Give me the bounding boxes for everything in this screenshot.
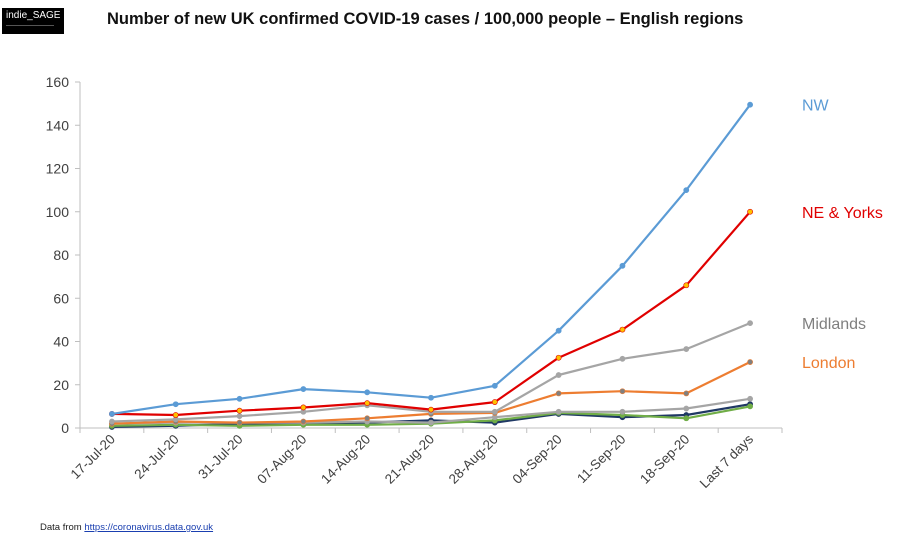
data-point (428, 394, 434, 401)
data-point (619, 262, 626, 269)
chart-title: Number of new UK confirmed COVID-19 case… (107, 10, 744, 28)
data-point (300, 386, 307, 392)
data-point (555, 372, 562, 378)
x-tick-label: 21-Aug-20 (382, 432, 437, 487)
data-point (683, 405, 690, 412)
data-point (747, 395, 753, 402)
x-tick-label: 07-Aug-20 (254, 432, 309, 487)
data-point (364, 389, 371, 396)
series-label: Midlands (802, 316, 866, 333)
data-point (619, 326, 626, 333)
y-tick-label: 80 (53, 247, 69, 263)
y-tick-label: 20 (53, 377, 69, 393)
series-label: NW (802, 98, 830, 115)
data-point (619, 388, 626, 395)
data-point (491, 399, 498, 405)
y-tick-label: 140 (46, 117, 70, 133)
data-point (491, 382, 498, 389)
data-point (555, 408, 562, 415)
data-point (236, 407, 243, 414)
y-tick-label: 160 (46, 74, 70, 90)
data-point (428, 406, 434, 413)
data-point (747, 320, 753, 327)
data-point (364, 400, 371, 407)
series-line (111, 211, 751, 417)
data-point (683, 415, 690, 422)
data-point (555, 327, 562, 334)
indie-sage-logo: indie_SAGE (2, 8, 64, 34)
data-point (491, 408, 498, 415)
data-point (236, 413, 243, 420)
data-point (683, 390, 690, 397)
data-point (300, 404, 307, 411)
data-point (364, 415, 371, 422)
data-point (555, 390, 562, 397)
source-link[interactable]: https://coronavirus.data.gov.uk (84, 522, 214, 533)
data-point (747, 403, 753, 410)
x-tick-label: 18-Sep-20 (637, 432, 692, 487)
logo-text: indie_SAGE (6, 10, 61, 21)
data-point (683, 346, 690, 352)
x-tick-label: 14-Aug-20 (318, 432, 373, 487)
y-tick-label: 120 (46, 161, 70, 177)
x-tick-label: 17-Jul-20 (68, 432, 118, 482)
data-point (172, 401, 179, 408)
y-tick-label: 100 (46, 204, 70, 220)
data-point (683, 282, 690, 289)
data-point (683, 187, 690, 194)
data-point (236, 419, 243, 426)
series-label: London (802, 355, 855, 372)
x-tick-label: 04-Sep-20 (510, 432, 565, 487)
source-prefix: Data from (40, 522, 85, 533)
data-point (747, 359, 753, 365)
data-point (619, 408, 626, 415)
data-point (619, 355, 626, 362)
series-line (111, 104, 751, 415)
data-point (109, 411, 115, 417)
y-tick-label: 0 (61, 420, 69, 436)
data-point (300, 418, 307, 425)
data-point (109, 418, 115, 425)
x-tick-label: Last 7 days (697, 431, 757, 491)
data-point (555, 354, 562, 361)
data-source-note: Data from https://coronavirus.data.gov.u… (40, 522, 213, 533)
x-tick-label: 31-Jul-20 (195, 432, 245, 482)
y-tick-label: 60 (53, 290, 69, 306)
x-tick-label: 28-Aug-20 (446, 432, 501, 487)
series-label: NE & Yorks (802, 205, 883, 222)
y-tick-label: 40 (53, 334, 69, 350)
logo-tagline-rule (6, 25, 54, 29)
data-point (747, 101, 753, 108)
data-point (428, 419, 434, 426)
x-tick-label: 24-Jul-20 (131, 432, 181, 482)
data-point (172, 412, 179, 418)
data-point (747, 208, 753, 215)
x-tick-label: 11-Sep-20 (574, 432, 628, 486)
data-point (236, 395, 243, 402)
